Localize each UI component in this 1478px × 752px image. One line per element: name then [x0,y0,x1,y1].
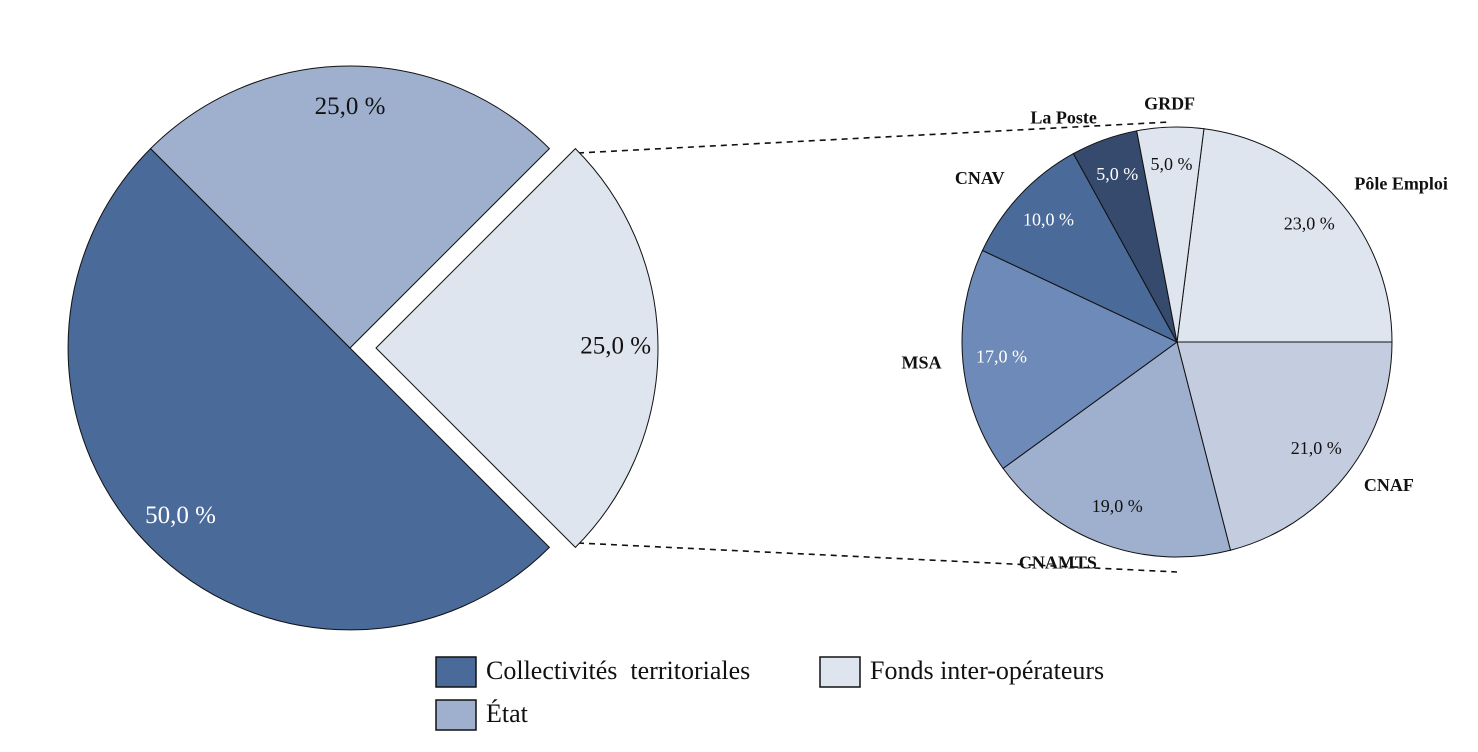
category-label: GRDF [1144,94,1195,114]
value-label: 17,0 % [976,347,1027,367]
value-label: 10,0 % [1023,209,1074,229]
pie-slice [1176,341,1393,551]
pie-slice [1136,126,1205,343]
category-label: CNAMTS [1019,553,1097,573]
value-label: 21,0 % [1291,438,1342,458]
value-label: 50,0 % [145,502,216,529]
value-label: 5,0 % [1150,154,1192,174]
value-label: 25,0 % [315,93,386,120]
category-label: MSA [902,352,942,372]
pie-slice [67,147,551,631]
pie-slice [981,152,1179,344]
pie-slice [1176,128,1393,343]
value-label: 19,0 % [1092,496,1143,516]
category-label: Pôle Emploi [1354,174,1448,194]
category-label: CNAV [955,168,1005,188]
pie-slice [1002,341,1232,558]
legend-swatch [819,656,861,688]
connector-line [577,542,1178,573]
legend-swatch [435,699,477,731]
category-label: CNAF [1364,475,1414,495]
value-label: 25,0 % [580,333,651,360]
legend-label: Fonds inter-opérateurs [870,656,1104,685]
value-label: 23,0 % [1284,214,1335,234]
pie-slice [961,249,1178,470]
legend-label: État [486,699,529,728]
pie-slice [149,65,551,349]
legend-swatch [435,656,477,688]
value-label: 5,0 % [1096,164,1138,184]
legend-label: Collectivités territoriales [486,656,750,685]
pie-slice [375,147,659,549]
category-label: La Poste [1030,108,1097,128]
